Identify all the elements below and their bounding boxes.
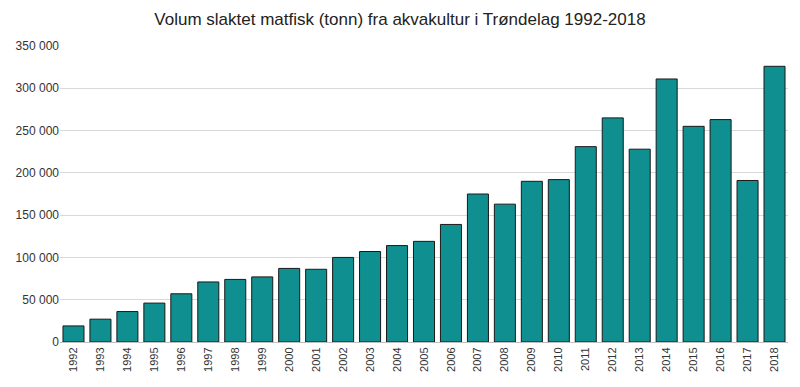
svg-text:2014: 2014 — [660, 347, 672, 371]
svg-text:2000: 2000 — [283, 347, 295, 371]
svg-text:2018: 2018 — [768, 347, 780, 371]
svg-text:300 000: 300 000 — [16, 81, 60, 95]
svg-text:2009: 2009 — [525, 347, 537, 371]
svg-text:2005: 2005 — [418, 347, 430, 371]
svg-text:1997: 1997 — [202, 347, 214, 371]
svg-text:100 000: 100 000 — [16, 251, 60, 265]
svg-text:2001: 2001 — [310, 347, 322, 371]
svg-text:2002: 2002 — [337, 347, 349, 371]
svg-text:1996: 1996 — [175, 347, 187, 371]
svg-text:50 000: 50 000 — [22, 293, 59, 307]
svg-text:1998: 1998 — [229, 347, 241, 371]
svg-text:0: 0 — [52, 335, 59, 349]
svg-text:2010: 2010 — [552, 347, 564, 371]
svg-text:2008: 2008 — [498, 347, 510, 371]
svg-text:2004: 2004 — [391, 347, 403, 371]
svg-text:1999: 1999 — [256, 347, 268, 371]
svg-text:2003: 2003 — [364, 347, 376, 371]
svg-text:Volum slaktet matfisk (tonn) f: Volum slaktet matfisk (tonn) fra akvakul… — [154, 10, 645, 29]
svg-text:2007: 2007 — [472, 347, 484, 371]
svg-text:1992: 1992 — [67, 347, 79, 371]
svg-text:1995: 1995 — [148, 347, 160, 371]
svg-text:2015: 2015 — [687, 347, 699, 371]
svg-text:1994: 1994 — [121, 347, 133, 371]
svg-text:2006: 2006 — [445, 347, 457, 371]
svg-text:2011: 2011 — [579, 347, 591, 371]
svg-text:2016: 2016 — [714, 347, 726, 371]
svg-text:2013: 2013 — [633, 347, 645, 371]
svg-text:150 000: 150 000 — [16, 208, 60, 222]
svg-text:1993: 1993 — [94, 347, 106, 371]
svg-text:2012: 2012 — [606, 347, 618, 371]
svg-text:250 000: 250 000 — [16, 124, 60, 138]
svg-text:2017: 2017 — [741, 347, 753, 371]
svg-text:200 000: 200 000 — [16, 166, 60, 180]
svg-text:350 000: 350 000 — [16, 39, 60, 53]
